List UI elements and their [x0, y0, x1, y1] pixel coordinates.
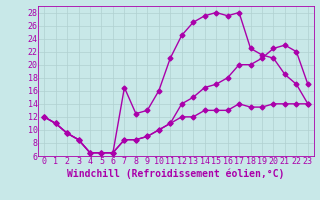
- X-axis label: Windchill (Refroidissement éolien,°C): Windchill (Refroidissement éolien,°C): [67, 168, 285, 179]
